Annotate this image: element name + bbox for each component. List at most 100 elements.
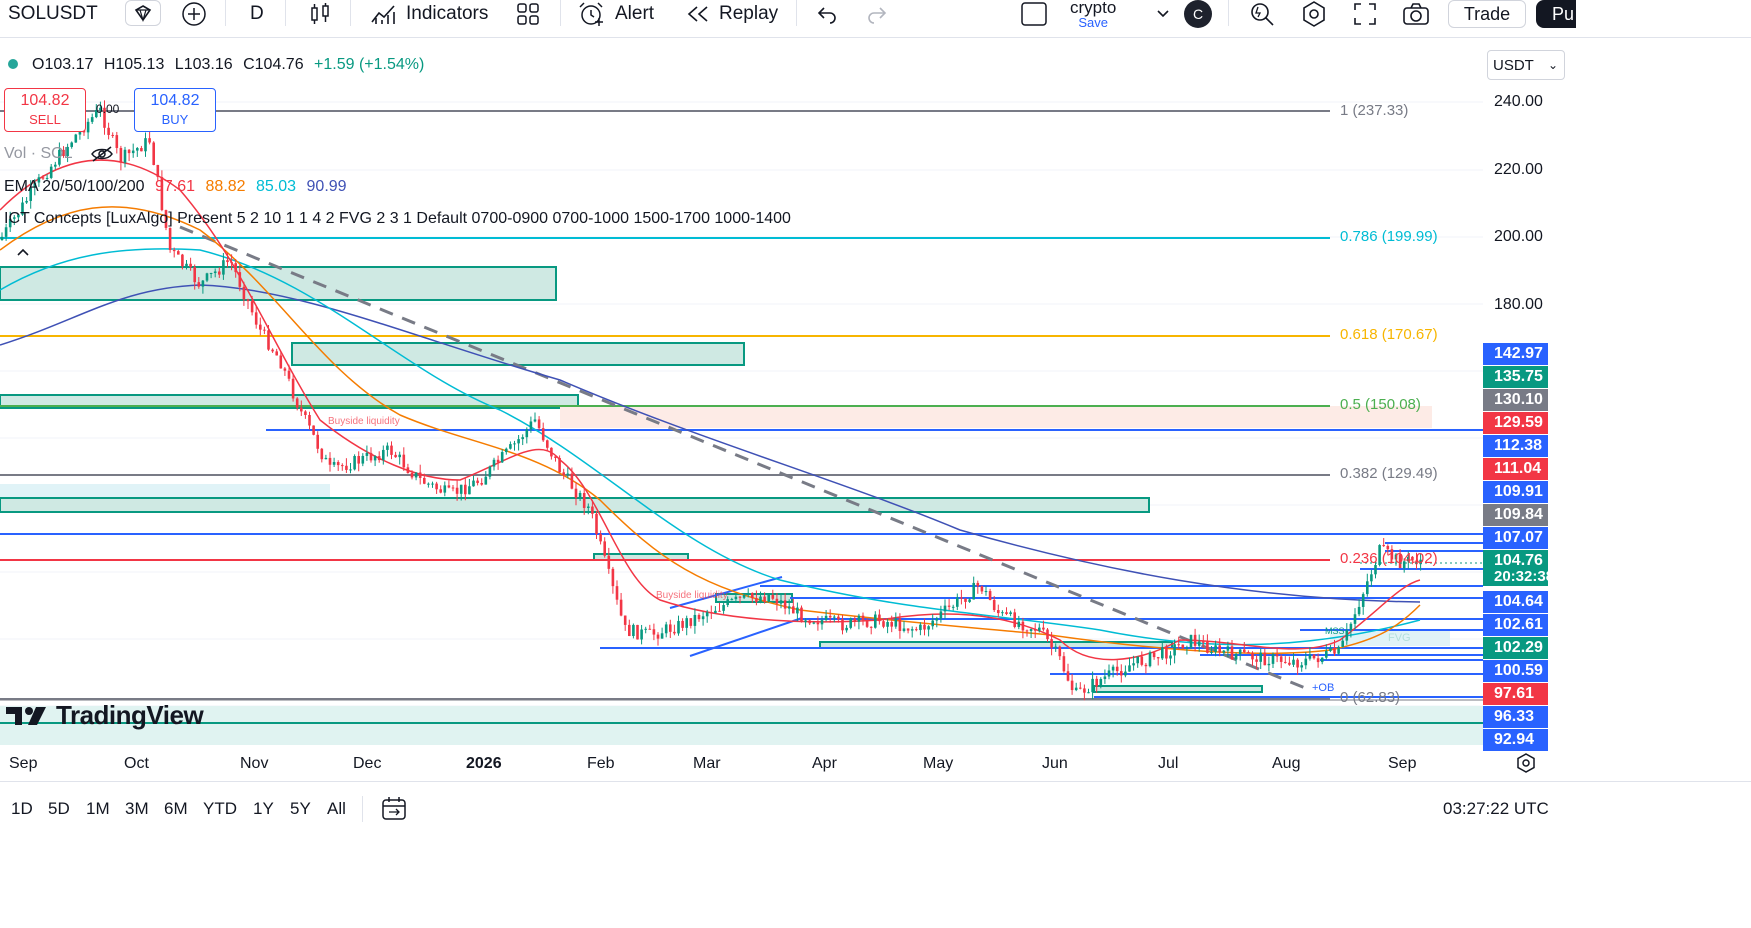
candle-body: [857, 615, 861, 622]
candle-body: [956, 597, 959, 607]
indicators-label: Indicators: [406, 3, 489, 24]
candle-body: [1058, 646, 1062, 657]
go-to-date-icon[interactable]: [381, 796, 407, 822]
candle-body: [1411, 556, 1414, 561]
time-label: Oct: [124, 755, 149, 772]
time-label: Jul: [1158, 755, 1179, 772]
candle-body: [669, 624, 672, 632]
chart-settings-icon[interactable]: [1515, 752, 1537, 774]
candle-body: [509, 444, 512, 449]
order-block-zone[interactable]: [0, 394, 579, 409]
chart-pane[interactable]: Buyside liquidity Buyside liquidity MSS …: [0, 40, 1751, 745]
quick-search-icon[interactable]: [1249, 0, 1275, 28]
candle-body: [119, 148, 123, 163]
candle-body: [619, 599, 623, 616]
candle-body: [906, 628, 910, 631]
candle-body: [541, 428, 545, 441]
range-3m[interactable]: 3M: [125, 799, 149, 818]
price-label: 112.38: [1483, 435, 1548, 457]
collapse-legend-button[interactable]: [8, 244, 38, 264]
avatar[interactable]: C: [1184, 0, 1212, 28]
chevron-down-icon[interactable]: [1156, 0, 1170, 28]
candle-body: [234, 263, 237, 273]
trade-button[interactable]: Trade: [1448, 0, 1526, 28]
indicators-button[interactable]: Indicators: [370, 0, 488, 28]
camera-icon[interactable]: [1402, 0, 1430, 28]
price-label: 102.29: [1483, 637, 1548, 659]
range-1d[interactable]: 1D: [11, 799, 33, 818]
candle-body: [673, 631, 676, 634]
candle-body: [886, 622, 889, 627]
range-1y[interactable]: 1Y: [253, 799, 274, 818]
replay-button[interactable]: Replay: [685, 0, 778, 28]
candle-body: [324, 457, 328, 460]
tradingview-logo[interactable]: TradingView: [6, 700, 204, 731]
candle-body: [414, 472, 418, 478]
candle-body: [443, 485, 447, 493]
candle-body: [648, 628, 652, 630]
candle-body: [890, 622, 893, 627]
candle-body: [357, 456, 360, 464]
fullscreen-icon[interactable]: [1353, 0, 1377, 28]
candle-body: [1144, 664, 1148, 667]
utc-clock[interactable]: 03:27:22 UTC: [1443, 799, 1549, 818]
candle-body: [919, 624, 922, 631]
candle-body: [1029, 629, 1033, 631]
trendline[interactable]: [179, 225, 1311, 692]
candle-body: [521, 437, 524, 440]
candle-body: [435, 483, 438, 490]
range-5y[interactable]: 5Y: [290, 799, 311, 818]
candle-body: [1341, 640, 1344, 647]
candle-body: [279, 355, 283, 369]
time-label: Sep: [1388, 755, 1417, 772]
candle-body: [250, 301, 254, 313]
candle-body: [1222, 650, 1226, 653]
settings-gear-icon[interactable]: [1300, 0, 1328, 28]
range-all[interactable]: All: [327, 799, 346, 818]
undo-icon[interactable]: [816, 0, 838, 28]
candle-body: [1173, 644, 1176, 656]
buy-button[interactable]: 104.82 BUY: [134, 88, 216, 132]
open-value: O103.17: [32, 56, 94, 73]
market-status-dot[interactable]: [8, 59, 18, 69]
candle-body: [1218, 645, 1221, 653]
candle-body: [398, 454, 401, 458]
publish-button[interactable]: Pu: [1536, 0, 1576, 28]
order-block-zone[interactable]: [0, 497, 1150, 513]
candle-body: [951, 606, 955, 608]
price-chart[interactable]: [0, 40, 1483, 745]
alert-button[interactable]: Alert: [577, 0, 654, 28]
volume-legend[interactable]: Vol · SOL: [4, 145, 114, 163]
candle-body: [160, 177, 164, 211]
compare-symbol-icon[interactable]: [125, 0, 161, 26]
symbol-name[interactable]: SOLUSDT: [8, 3, 98, 24]
candle-body: [99, 107, 102, 111]
range-1m[interactable]: 1M: [86, 799, 110, 818]
spread-value: 0.00: [96, 102, 120, 116]
candle-body: [1005, 612, 1008, 615]
ict-concepts-legend[interactable]: ICT Concepts [LuxAlgo] Present 5 2 10 1 …: [4, 210, 791, 227]
currency-select[interactable]: USDT ⌄: [1487, 50, 1565, 80]
templates-icon[interactable]: [516, 0, 540, 28]
sell-button[interactable]: 104.82 SELL: [4, 88, 86, 132]
ema-legend[interactable]: EMA 20/50/100/200 97.61 88.82 85.03 90.9…: [4, 178, 347, 196]
candle-body: [1181, 644, 1185, 649]
candles-icon[interactable]: [309, 0, 331, 28]
range-ytd[interactable]: YTD: [203, 799, 237, 818]
add-symbol-icon[interactable]: [180, 0, 208, 28]
eye-hidden-icon[interactable]: [90, 145, 114, 163]
candle-body: [1243, 649, 1246, 653]
range-5d[interactable]: 5D: [48, 799, 70, 818]
candle-body: [1013, 612, 1016, 627]
range-6m[interactable]: 6M: [164, 799, 188, 818]
order-block-zone[interactable]: [291, 342, 745, 366]
candle-body: [558, 457, 561, 473]
time-axis[interactable]: Sep Oct Nov Dec 2026 Feb Mar Apr May Jun…: [0, 745, 1483, 781]
layout-square-icon[interactable]: [1020, 0, 1048, 28]
layout-name-button[interactable]: crypto Save: [1070, 0, 1116, 36]
redo-icon[interactable]: [866, 0, 888, 28]
candle-body: [238, 272, 242, 287]
interval-button[interactable]: D: [250, 3, 264, 24]
candle-body: [755, 598, 758, 603]
candle-body: [992, 599, 996, 611]
